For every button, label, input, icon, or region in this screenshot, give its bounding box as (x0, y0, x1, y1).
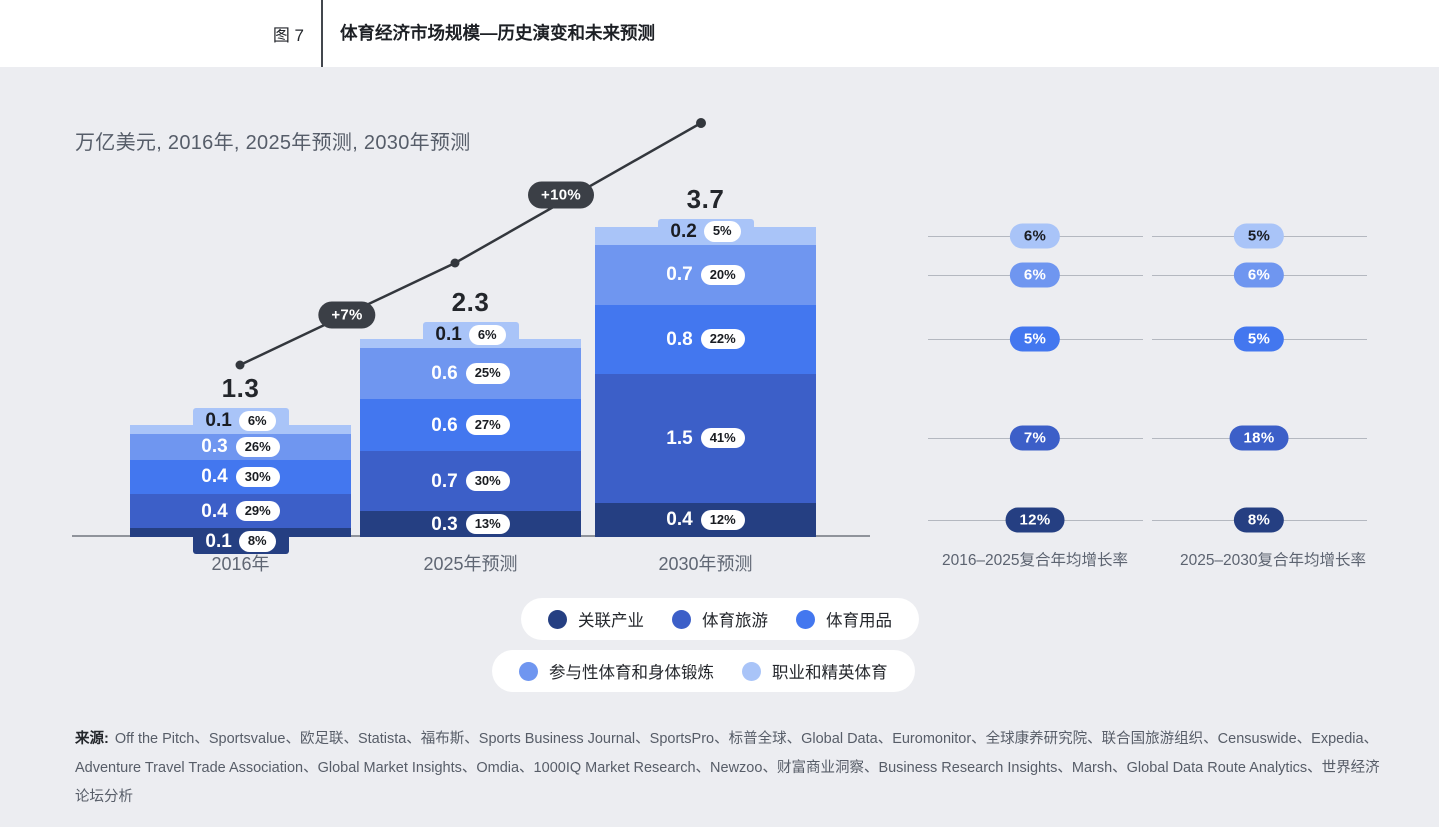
cagr-column-label-2025-2030: 2025–2030复合年均增长率 (1179, 552, 1367, 569)
segment-value: 0.7 (666, 264, 693, 286)
growth-annotation-2016-2025: +7% (318, 301, 376, 329)
segment-pct-badge: 26% (235, 436, 280, 457)
segment-value: 0.4 (201, 500, 228, 522)
x-axis-label: 2025年预测 (423, 554, 518, 574)
bar-segment: 0.7 20% (595, 244, 816, 305)
segment-value: 0.3 (201, 436, 228, 458)
segment-value: 0.6 (431, 363, 458, 385)
bar-segment: 0.6 25% (360, 347, 581, 400)
legend-item-label: 体育用品 (826, 612, 892, 630)
segment-value: 0.7 (431, 470, 458, 492)
legend-row-1: 关联产业 体育旅游 体育用品 (521, 598, 919, 640)
cagr-value-pill: 5% (1009, 326, 1061, 352)
growth-annotation-2025-2030: +10% (528, 181, 594, 209)
source-note: 来源: Off the Pitch、Sportsvalue、欧足联、Statist… (75, 725, 1385, 812)
legend-item: 职业和精英体育 (742, 659, 888, 683)
segment-value: 0.6 (431, 414, 458, 436)
legend-color-dot (519, 661, 538, 681)
legend-color-dot (672, 609, 691, 629)
figure-title: 体育经济市场规模—历史演变和未来预测 (340, 23, 655, 43)
bar-segment: 0.7 30% (360, 451, 581, 512)
trend-dot-2030 (696, 118, 706, 128)
segment-value: 0.1 (205, 530, 232, 552)
segment-pct-badge: 6% (238, 410, 276, 431)
cagr-value-pill: 6% (1233, 262, 1285, 288)
segment-value: 0.1 (205, 410, 232, 432)
bar-segment-label-tab: 0.1 6% (422, 321, 519, 348)
bar-total-value: 3.7 (686, 183, 725, 214)
trend-dot-2025 (450, 258, 460, 268)
segment-pct-badge: 5% (703, 221, 741, 242)
segment-pct-badge: 25% (465, 363, 510, 384)
x-axis-label: 2016年 (211, 554, 270, 574)
segment-value: 0.2 (670, 221, 697, 243)
bar-segment: 0.4 12% (595, 502, 816, 537)
bar-segment: 0.4 30% (130, 459, 351, 494)
segment-pct-badge: 27% (465, 415, 510, 436)
legend-color-dot (548, 609, 567, 629)
bar-segment: 0.3 13% (360, 511, 581, 537)
bar-segment-label-tab: 0.2 5% (657, 218, 754, 245)
cagr-value-pill: 18% (1229, 425, 1289, 451)
segment-value: 0.4 (201, 466, 228, 488)
cagr-value-pill: 6% (1009, 262, 1061, 288)
source-prefix: 来源: (75, 731, 109, 747)
segment-pct-badge: 13% (465, 513, 510, 535)
cagr-value-pill: 8% (1233, 507, 1285, 533)
cagr-value-pill: 5% (1233, 326, 1285, 352)
cagr-value-pill: 6% (1009, 223, 1061, 249)
bar-segment: 0.6 27% (360, 399, 581, 451)
legend-item-label: 职业和精英体育 (772, 664, 888, 682)
segment-pct-badge: 29% (235, 501, 280, 522)
legend-item: 体育旅游 (672, 607, 768, 631)
legend-color-dot (796, 609, 815, 629)
segment-value: 0.1 (435, 324, 462, 346)
segment-pct-badge: 8% (238, 531, 276, 552)
cagr-value-pill: 12% (1005, 507, 1065, 533)
cagr-value-pill: 7% (1009, 425, 1061, 451)
figure-number-label: 图 7 (272, 26, 304, 45)
x-axis-label: 2030年预测 (658, 554, 753, 574)
bar-total-value: 1.3 (221, 372, 260, 403)
legend-item: 参与性体育和身体锻炼 (519, 659, 714, 683)
legend-item-label: 关联产业 (578, 612, 644, 630)
bar-total-value: 2.3 (451, 286, 490, 317)
bar-segment-label-tab: 0.1 6% (192, 407, 289, 434)
legend-item: 关联产业 (548, 607, 644, 631)
segment-pct-badge: 6% (468, 324, 506, 345)
segment-pct-badge: 30% (465, 470, 510, 492)
cagr-value-pill: 5% (1233, 223, 1285, 249)
legend-item: 体育用品 (796, 607, 892, 631)
bar-segment-label-tab: 0.1 8% (192, 528, 289, 555)
segment-pct-badge: 30% (235, 466, 280, 487)
segment-value: 0.4 (666, 509, 693, 531)
trend-dot-2016 (235, 360, 245, 370)
segment-pct-badge: 22% (700, 329, 745, 350)
bar-segment: 1.5 41% (595, 373, 816, 503)
legend-row-2: 参与性体育和身体锻炼 职业和精英体育 (492, 650, 915, 692)
chart-subtitle: 万亿美元, 2016年, 2025年预测, 2030年预测 (75, 132, 471, 154)
cagr-column-label-2016-2025: 2016–2025复合年均增长率 (941, 552, 1129, 569)
legend-item-label: 体育旅游 (702, 612, 768, 630)
bar-segment: 0.4 29% (130, 494, 351, 529)
legend-item-label: 参与性体育和身体锻炼 (549, 664, 714, 682)
bar-segment: 0.8 22% (595, 304, 816, 374)
header-divider (321, 0, 323, 67)
segment-pct-badge: 20% (700, 264, 745, 285)
segment-pct-badge: 41% (700, 427, 745, 449)
figure-header: 图 7 体育经济市场规模—历史演变和未来预测 (0, 0, 1439, 67)
segment-value: 1.5 (666, 427, 693, 449)
source-text: Off the Pitch、Sportsvalue、欧足联、Statista、福… (75, 731, 1380, 805)
segment-value: 0.8 (666, 328, 693, 350)
legend-color-dot (742, 661, 761, 681)
segment-pct-badge: 12% (700, 509, 745, 530)
bar-segment: 0.3 26% (130, 433, 351, 460)
segment-value: 0.3 (431, 513, 458, 535)
